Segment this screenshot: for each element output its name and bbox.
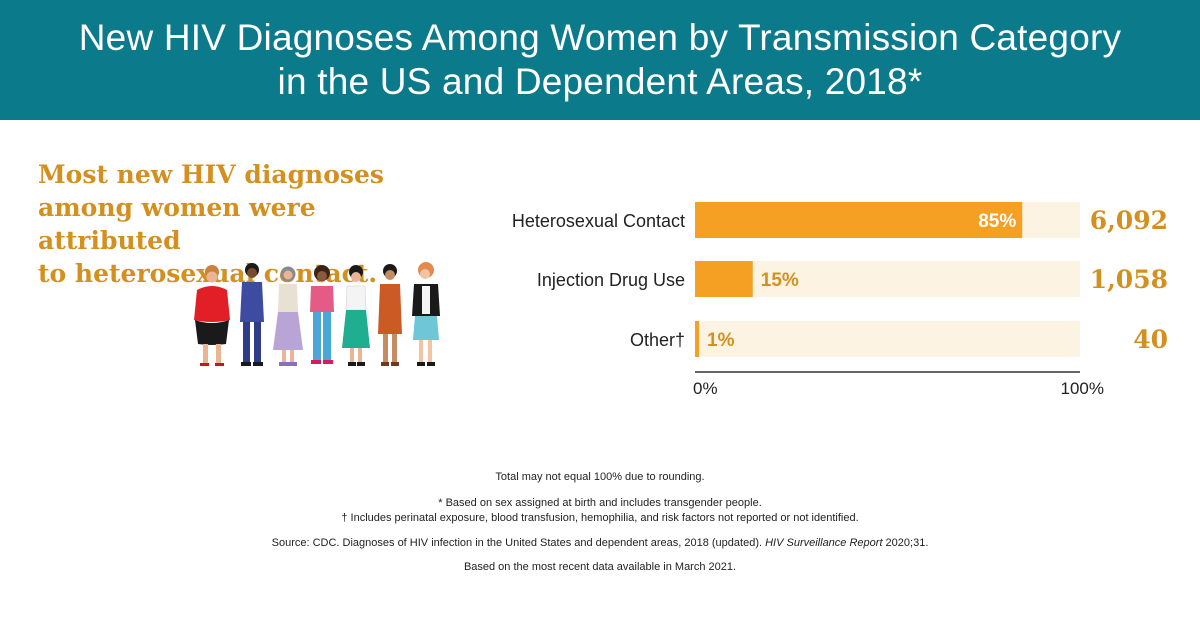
- header-banner: New HIV Diagnoses Among Women by Transmi…: [0, 0, 1200, 120]
- woman-figure-icon: [194, 265, 230, 366]
- women-illustration: [194, 262, 440, 366]
- category-label: Heterosexual Contact: [512, 211, 685, 231]
- woman-figure-icon: [240, 263, 264, 366]
- woman-figure-icon: [310, 265, 334, 364]
- percent-label: 1%: [707, 330, 735, 351]
- x-tick-label: 0%: [693, 379, 718, 398]
- headline: Most new HIV diagnoses among women were …: [38, 158, 458, 290]
- source-note: Source: CDC. Diagnoses of HIV infection …: [0, 536, 1200, 551]
- bar: [695, 261, 753, 297]
- category-label: Other†: [630, 330, 685, 350]
- headline-line-1: Most new HIV diagnoses: [38, 160, 384, 189]
- transmission-bar-chart: Heterosexual Contact 85% 6,092 Injection Dr…: [512, 202, 1168, 398]
- bar-track: [695, 261, 1080, 297]
- title-line-1: New HIV Diagnoses Among Women by Transmi…: [78, 17, 1122, 58]
- woman-figure-icon: [342, 265, 370, 366]
- woman-figure-icon: [273, 266, 303, 366]
- x-tick-label: 100%: [1061, 379, 1104, 398]
- star-footnote: * Based on sex assigned at birth and inc…: [438, 497, 762, 509]
- count-label: 40: [1133, 325, 1168, 354]
- headline-line-2: among women were attributed: [38, 193, 316, 255]
- count-label: 6,092: [1090, 206, 1168, 235]
- title-line-2: in the US and Dependent Areas, 2018*: [277, 61, 923, 102]
- bar-track: [695, 321, 1080, 357]
- bar: [695, 321, 699, 357]
- source-main: Source: CDC. Diagnoses of HIV infection …: [271, 537, 766, 549]
- count-label: 1,058: [1090, 265, 1168, 294]
- rounding-note: Total may not equal 100% due to rounding…: [495, 471, 705, 483]
- category-label: Injection Drug Use: [537, 270, 685, 290]
- percent-label: 85%: [978, 211, 1016, 232]
- percent-label: 15%: [761, 270, 799, 291]
- source-publication: HIV Surveillance Report: [765, 537, 883, 549]
- woman-figure-icon: [378, 264, 402, 366]
- footnotes: Total may not equal 100% due to rounding…: [0, 470, 1200, 575]
- woman-figure-icon: [412, 262, 440, 366]
- bar: [695, 202, 1023, 238]
- recency-note: Based on the most recent data available …: [463, 561, 737, 573]
- source-tail: 2020;31.: [882, 537, 929, 549]
- dagger-footnote: † Includes perinatal exposure, blood tra…: [341, 512, 859, 524]
